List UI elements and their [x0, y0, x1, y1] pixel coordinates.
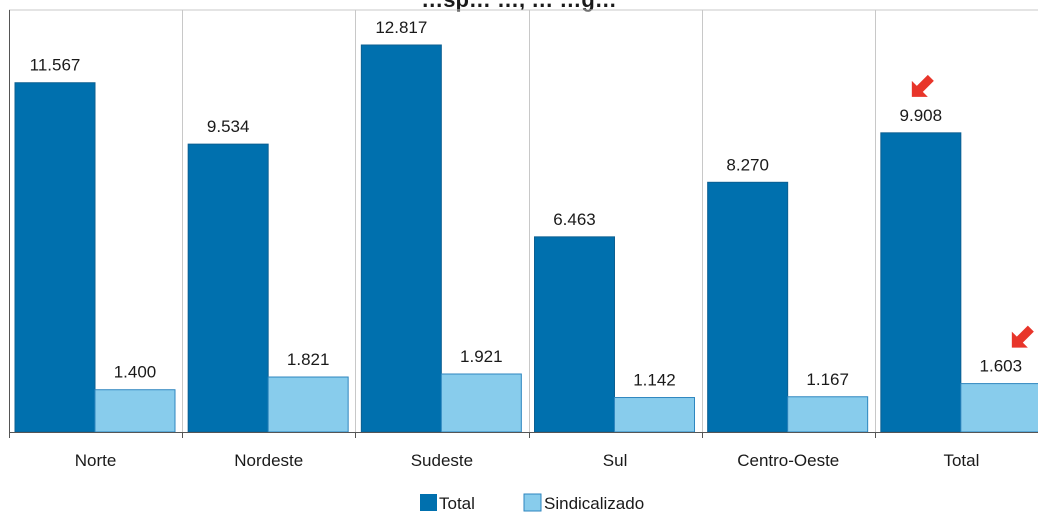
legend: Total Sindicalizado	[420, 493, 644, 512]
data-label-sindicalizado-sul: 1.142	[633, 371, 676, 390]
category-label-nordeste: Nordeste	[234, 451, 303, 470]
bar-sindicalizado-centro-oeste	[787, 396, 869, 433]
category-label-total: Total	[943, 451, 979, 470]
value-labels: 11.567 1.400 9.534 1.821 12.817 1.921 6.463 1.1…	[30, 18, 1022, 390]
data-label-sindicalizado-sudeste: 1.921	[460, 347, 503, 366]
highlight-arrow-sindicalizado	[1011, 325, 1034, 348]
bar-total-norte	[14, 82, 96, 433]
bar-total-nordeste	[187, 143, 269, 433]
bar-sindicalizado-sul	[614, 397, 695, 433]
bar-sindicalizado-nordeste	[267, 376, 349, 433]
bar-total-sul	[534, 236, 615, 433]
bars	[14, 44, 1038, 433]
data-label-sindicalizado-total: 1.603	[980, 357, 1023, 376]
data-label-total-nordeste: 9.534	[207, 117, 250, 136]
bar-total-total	[880, 132, 962, 433]
bar-total-sudeste	[360, 44, 442, 433]
category-label-sul: Sul	[603, 451, 628, 470]
chart-title: …sp… …, … …g…	[421, 0, 617, 12]
data-label-sindicalizado-centro-oeste: 1.167	[806, 370, 849, 389]
category-labels: Norte Nordeste Sudeste Sul Centro-Oeste Total	[75, 451, 980, 470]
data-label-total-total: 9.908	[900, 106, 943, 125]
legend-label-sindicalizado: Sindicalizado	[544, 494, 644, 512]
highlight-arrow-total	[911, 74, 934, 97]
legend-swatch-sindicalizado	[523, 493, 542, 512]
category-label-norte: Norte	[75, 451, 117, 470]
category-label-centro-oeste: Centro-Oeste	[737, 451, 839, 470]
data-label-total-norte: 11.567	[30, 56, 81, 75]
data-label-total-sul: 6.463	[553, 210, 596, 229]
bar-sindicalizado-total	[960, 383, 1038, 433]
data-label-sindicalizado-nordeste: 1.821	[287, 350, 330, 369]
legend-swatch-total	[420, 494, 437, 511]
x-axis	[9, 10, 1038, 438]
data-label-total-centro-oeste: 8.270	[726, 155, 769, 174]
bar-total-centro-oeste	[707, 181, 789, 433]
legend-label-total: Total	[439, 494, 475, 512]
bar-sindicalizado-sudeste	[440, 373, 522, 433]
highlight-arrows	[911, 74, 1034, 348]
data-label-sindicalizado-norte: 1.400	[114, 363, 157, 382]
category-label-sudeste: Sudeste	[411, 451, 473, 470]
grid-lines	[9, 9, 1038, 432]
chart-title-group: …sp… …, … …g…	[421, 0, 617, 12]
data-label-total-sudeste: 12.817	[375, 18, 427, 37]
bar-sindicalizado-norte	[94, 389, 176, 433]
